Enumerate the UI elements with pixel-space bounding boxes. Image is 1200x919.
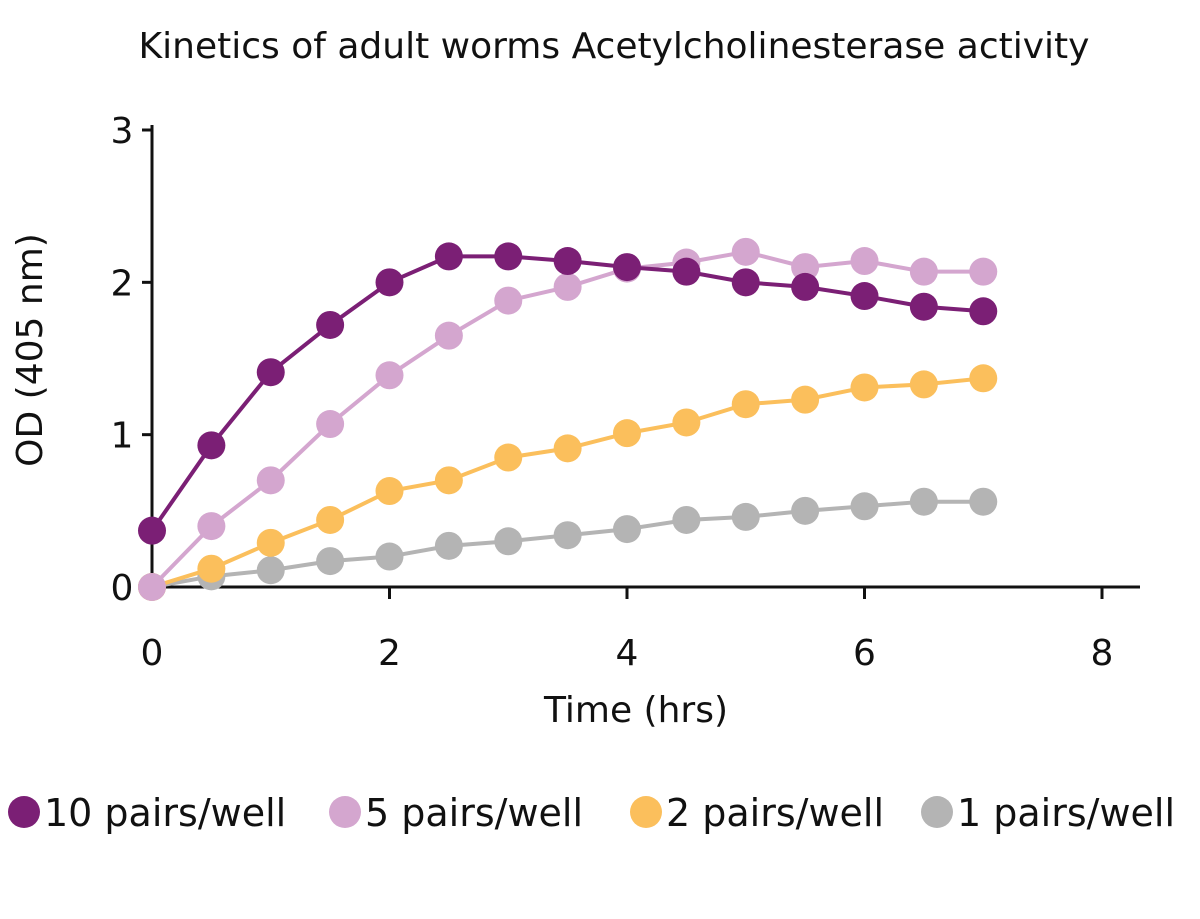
data-point — [375, 268, 404, 297]
data-point — [672, 505, 701, 534]
series-0 — [138, 242, 998, 545]
data-point — [791, 496, 820, 525]
legend: 10 pairs/well 5 pairs/well 2 pairs/well 1 p… — [8, 791, 1175, 835]
series-layer — [138, 237, 998, 601]
data-point — [909, 370, 938, 399]
legend-marker — [329, 796, 361, 828]
legend-item: 10 pairs/well — [8, 791, 286, 835]
data-point — [138, 516, 166, 545]
legend-label: 1 pairs/well — [957, 791, 1175, 835]
legend-item: 5 pairs/well — [329, 791, 583, 835]
data-point — [494, 443, 523, 472]
data-point — [434, 321, 463, 350]
data-point — [969, 487, 998, 516]
data-point — [375, 542, 404, 571]
y-axis-label: OD (405 nm) — [10, 233, 51, 467]
data-point — [434, 466, 463, 495]
series-1 — [138, 237, 998, 601]
data-point — [909, 292, 938, 321]
data-point — [850, 373, 879, 402]
data-point — [434, 242, 463, 271]
y-tick-label: 3 — [111, 111, 134, 152]
data-point — [197, 512, 226, 541]
data-point — [731, 237, 760, 266]
data-point — [197, 431, 226, 460]
data-point — [731, 268, 760, 297]
legend-item: 2 pairs/well — [630, 791, 884, 835]
legend-item: 1 pairs/well — [921, 791, 1175, 835]
data-point — [969, 257, 998, 286]
data-point — [138, 573, 166, 601]
data-point — [375, 361, 404, 390]
data-point — [434, 531, 463, 560]
data-point — [613, 253, 641, 282]
x-tick-label: 0 — [141, 633, 164, 674]
legend-label: 5 pairs/well — [365, 791, 583, 835]
legend-marker — [8, 796, 40, 828]
legend-label: 10 pairs/well — [44, 791, 286, 835]
data-point — [969, 297, 998, 326]
data-point — [494, 286, 523, 315]
data-point — [909, 257, 938, 286]
y-tick-label: 2 — [111, 263, 134, 304]
data-point — [553, 247, 582, 276]
x-axis-label: Time (hrs) — [543, 690, 728, 731]
data-point — [850, 492, 879, 521]
data-point — [256, 466, 285, 495]
data-point — [672, 408, 701, 437]
data-point — [613, 515, 641, 544]
data-point — [197, 554, 226, 583]
y-tick-label: 1 — [111, 416, 134, 457]
data-point — [850, 282, 879, 311]
data-point — [731, 390, 760, 419]
chart-title: Kinetics of adult worms Acetylcholineste… — [139, 26, 1090, 67]
data-point — [909, 487, 938, 516]
data-point — [850, 247, 879, 276]
data-point — [256, 556, 285, 585]
data-point — [553, 434, 582, 463]
y-tick-label: 0 — [111, 568, 134, 609]
data-point — [256, 358, 285, 387]
data-point — [731, 502, 760, 531]
data-point — [969, 364, 998, 393]
x-tick-label: 2 — [378, 633, 401, 674]
legend-marker — [630, 796, 662, 828]
data-point — [791, 272, 820, 301]
data-point — [316, 547, 345, 576]
data-point — [375, 477, 404, 506]
data-point — [553, 272, 582, 301]
data-point — [613, 419, 641, 448]
data-point — [316, 505, 345, 534]
x-tick-label: 6 — [853, 633, 876, 674]
data-point — [256, 528, 285, 557]
x-tick-label: 8 — [1091, 633, 1114, 674]
legend-marker — [921, 796, 953, 828]
legend-label: 2 pairs/well — [666, 791, 884, 835]
data-point — [672, 257, 701, 286]
data-point — [316, 410, 345, 439]
data-point — [791, 253, 820, 282]
x-tick-label: 4 — [616, 633, 639, 674]
data-point — [494, 242, 523, 271]
data-point — [791, 385, 820, 414]
data-point — [553, 521, 582, 550]
axes: 0 1 2 3 0 2 4 6 8 — [111, 111, 1140, 674]
data-point — [494, 527, 523, 556]
data-point — [316, 310, 345, 339]
